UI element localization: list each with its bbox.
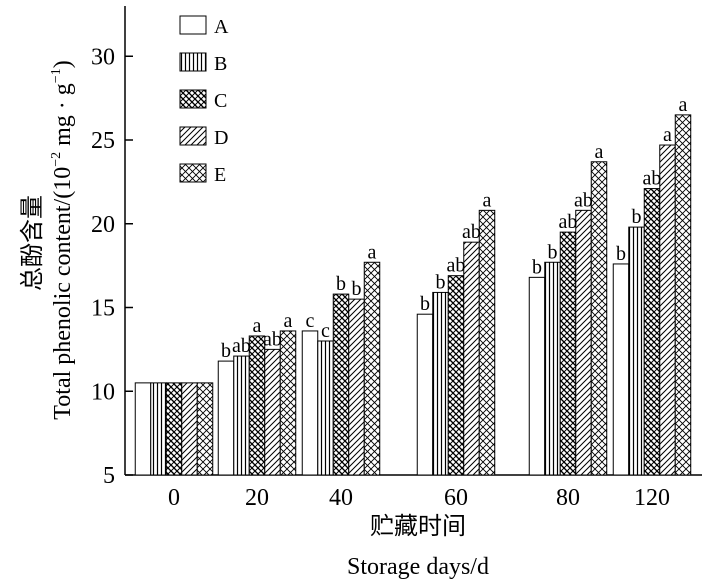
sig-label: a (663, 124, 672, 146)
legend-label: B (214, 53, 227, 75)
x-axis-title-en: Storage days/d (347, 554, 489, 580)
bar-E-0 (196, 382, 214, 476)
sig-label: b (436, 271, 446, 293)
legend-item-C: C (179, 89, 227, 112)
bar-D-60 (463, 241, 480, 476)
bar-A-0 (134, 382, 152, 476)
sig-label: c (306, 310, 315, 332)
legend-item-D: D (179, 126, 228, 149)
bar-A-20 (217, 360, 235, 476)
sig-label: ab (574, 189, 593, 211)
sig-label: a (368, 241, 377, 263)
bar-B-80 (544, 261, 561, 476)
sig-label: ab (447, 255, 466, 277)
sig-label: ab (559, 211, 578, 233)
bar-D-80 (575, 209, 592, 476)
bar-E-40 (363, 261, 381, 476)
legend-swatch (179, 89, 207, 109)
x-tick-label: 80 (556, 485, 580, 511)
sig-label: ab (263, 328, 282, 350)
x-tick-label: 0 (168, 485, 180, 511)
sig-label: b (548, 241, 558, 263)
legend-label: E (214, 164, 226, 186)
bar-B-60 (432, 291, 449, 476)
bar-A-80 (528, 276, 546, 476)
x-tick-label: 40 (329, 485, 353, 511)
sig-label: b (632, 206, 642, 228)
sig-label: ab (462, 221, 481, 243)
legend-item-A: A (179, 15, 229, 38)
bar-C-120 (643, 188, 661, 476)
bar-A-120 (612, 263, 630, 476)
bar-E-120 (674, 114, 692, 476)
x-axis: 0 20 40 60 80 120 (125, 474, 702, 511)
bar-C-40 (332, 293, 350, 476)
bar-C-0 (165, 382, 183, 476)
y-axis-title: 总酚含量 Total phenolic content/(10−2 mg · g… (19, 60, 76, 419)
bar-B-0 (150, 382, 167, 476)
sig-label: a (253, 315, 262, 337)
y-tick-label: 5 (103, 463, 115, 489)
x-tick-label: 20 (245, 485, 269, 511)
bar-B-20 (233, 355, 250, 476)
y-tick-label: 20 (91, 212, 115, 238)
legend-swatch (179, 126, 207, 146)
bar-D-0 (181, 382, 198, 476)
legend-label: A (214, 16, 229, 38)
sig-label: c (321, 320, 330, 342)
y-tick-label: 25 (91, 128, 115, 154)
sig-label: a (679, 94, 688, 116)
bar-D-20 (264, 348, 281, 476)
y-tick-label: 15 (91, 296, 115, 322)
legend-item-E: E (179, 163, 226, 186)
x-axis-title-cn: 贮藏时间 (370, 513, 466, 540)
y-tick-label: 30 (91, 44, 115, 70)
bar-B-40 (317, 340, 334, 476)
legend-swatch (179, 52, 207, 72)
bar-C-20 (248, 335, 266, 476)
legend-swatch (179, 163, 207, 183)
sig-label: b (352, 278, 362, 300)
bars (134, 114, 692, 476)
bar-B-120 (628, 226, 645, 476)
x-ticks: 0 20 40 60 80 120 (168, 485, 670, 511)
sig-label: a (483, 189, 492, 211)
bar-A-40 (301, 330, 319, 476)
y-axis-title-en: Total phenolic content/(10−2 mg · g−1) (49, 60, 76, 419)
y-tick-label: 10 (91, 379, 115, 405)
bar-D-120 (659, 144, 676, 476)
bar-C-80 (559, 231, 577, 476)
sig-label: ab (232, 335, 251, 357)
bar-E-80 (590, 161, 608, 476)
y-axis: 5 10 15 20 25 30 (91, 6, 133, 489)
bar-E-60 (478, 209, 496, 476)
bar-D-40 (348, 298, 365, 476)
x-tick-label: 60 (444, 485, 468, 511)
bar-C-60 (447, 275, 465, 476)
sig-label: b (336, 273, 346, 295)
legend-item-B: B (179, 52, 227, 75)
legend-label: C (214, 90, 227, 112)
x-tick-label: 120 (634, 485, 670, 511)
sig-label: b (221, 340, 231, 362)
sig-label: a (595, 141, 604, 163)
sig-label: b (616, 243, 626, 265)
bar-A-60 (416, 313, 434, 476)
y-ticks: 5 10 15 20 25 30 (91, 44, 133, 489)
sig-label: b (532, 256, 542, 278)
sig-label: b (420, 293, 430, 315)
legend-label: D (214, 127, 228, 149)
y-axis-title-cn: 总酚含量 (19, 195, 46, 291)
sig-label: ab (643, 168, 662, 190)
bar-E-20 (279, 330, 297, 476)
legend-swatch (179, 15, 207, 35)
sig-label: a (284, 310, 293, 332)
